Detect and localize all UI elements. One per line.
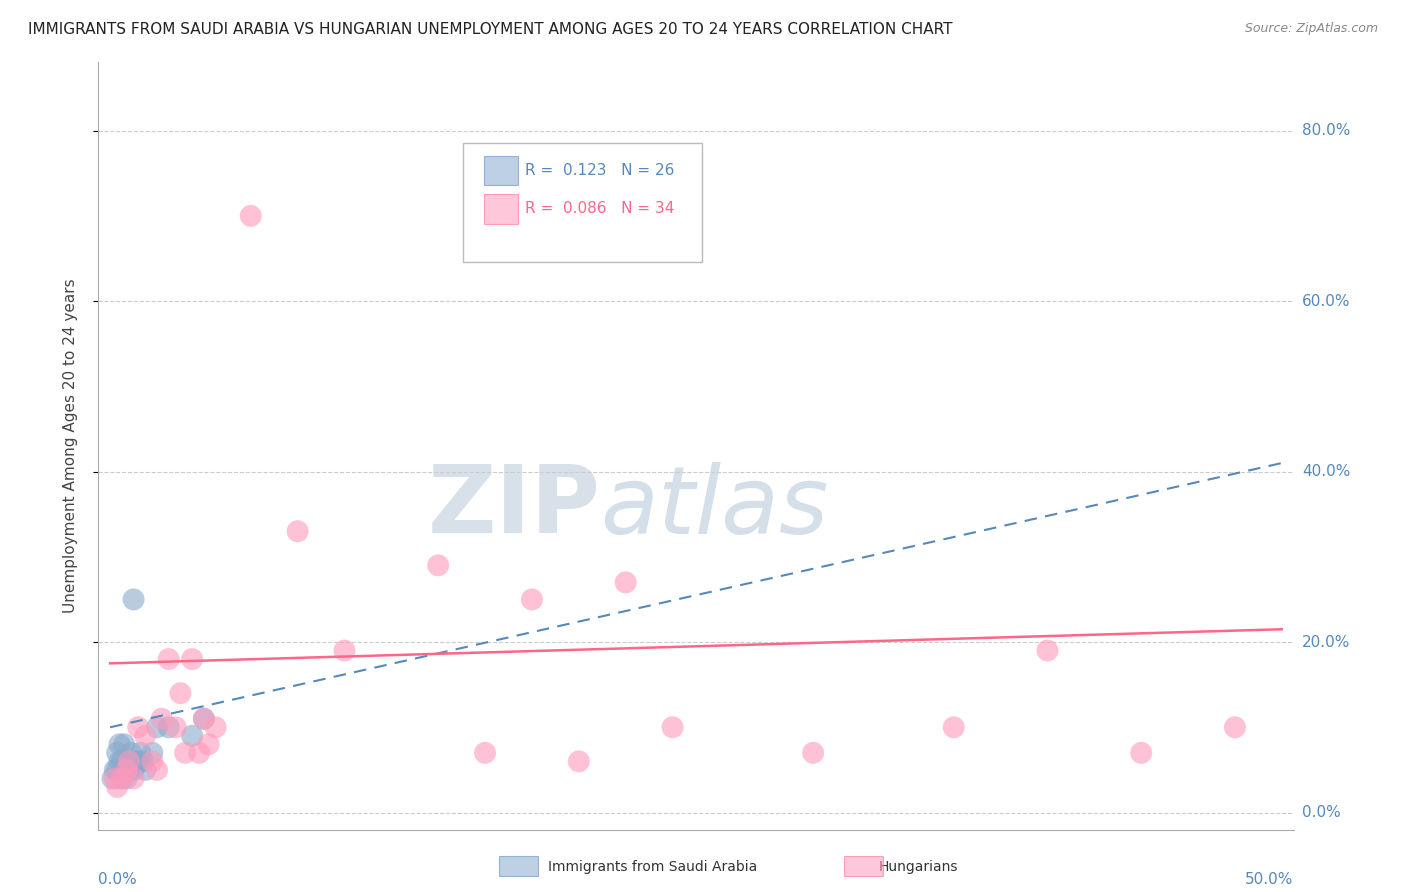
Point xyxy=(111,772,134,786)
Point xyxy=(174,746,197,760)
Point xyxy=(108,755,131,769)
Point xyxy=(287,524,309,539)
Text: 50.0%: 50.0% xyxy=(1246,871,1294,887)
Text: R =  0.123   N = 26: R = 0.123 N = 26 xyxy=(524,163,675,178)
Text: Immigrants from Saudi Arabia: Immigrants from Saudi Arabia xyxy=(548,860,758,874)
Text: 80.0%: 80.0% xyxy=(1302,123,1350,138)
Point xyxy=(122,763,145,777)
Point xyxy=(568,755,591,769)
Point xyxy=(181,729,204,743)
Point xyxy=(1130,746,1153,760)
Point xyxy=(333,643,356,657)
Point xyxy=(141,755,163,769)
Point xyxy=(105,763,128,777)
Point xyxy=(520,592,543,607)
Point xyxy=(165,720,187,734)
Point xyxy=(115,755,138,769)
Point xyxy=(427,558,450,573)
Point xyxy=(129,746,152,760)
Y-axis label: Unemployment Among Ages 20 to 24 years: Unemployment Among Ages 20 to 24 years xyxy=(63,278,77,614)
Point xyxy=(104,772,127,786)
Point xyxy=(104,763,127,777)
Text: Source: ZipAtlas.com: Source: ZipAtlas.com xyxy=(1244,22,1378,36)
FancyBboxPatch shape xyxy=(463,143,702,262)
Text: 60.0%: 60.0% xyxy=(1302,293,1350,309)
Point xyxy=(1036,643,1059,657)
Point xyxy=(181,652,204,666)
Text: IMMIGRANTS FROM SAUDI ARABIA VS HUNGARIAN UNEMPLOYMENT AMONG AGES 20 TO 24 YEARS: IMMIGRANTS FROM SAUDI ARABIA VS HUNGARIA… xyxy=(28,22,953,37)
Point xyxy=(801,746,824,760)
Point xyxy=(112,737,135,751)
Text: 20.0%: 20.0% xyxy=(1302,634,1350,649)
Point xyxy=(474,746,496,760)
Text: 0.0%: 0.0% xyxy=(1302,805,1340,820)
Point xyxy=(239,209,262,223)
Point xyxy=(1223,720,1246,734)
Text: ZIP: ZIP xyxy=(427,461,600,553)
Text: R =  0.086   N = 34: R = 0.086 N = 34 xyxy=(524,202,675,217)
Point xyxy=(125,755,148,769)
Point xyxy=(141,746,163,760)
Point xyxy=(193,712,215,726)
Point xyxy=(118,763,141,777)
Point xyxy=(204,720,226,734)
Point xyxy=(111,755,134,769)
Point xyxy=(115,772,138,786)
Point xyxy=(127,720,149,734)
FancyBboxPatch shape xyxy=(485,156,517,186)
Text: Hungarians: Hungarians xyxy=(879,860,959,874)
Point xyxy=(150,712,173,726)
Text: 0.0%: 0.0% xyxy=(98,871,138,887)
Point xyxy=(146,763,169,777)
Point xyxy=(101,772,124,786)
Point xyxy=(120,746,142,760)
Point xyxy=(661,720,683,734)
Point xyxy=(942,720,965,734)
Point xyxy=(146,720,169,734)
Point xyxy=(134,729,156,743)
Point xyxy=(614,575,637,590)
FancyBboxPatch shape xyxy=(485,194,517,224)
Point xyxy=(169,686,191,700)
Point xyxy=(134,763,156,777)
Point xyxy=(105,780,128,794)
Point xyxy=(132,755,155,769)
Point xyxy=(112,763,135,777)
Point xyxy=(105,746,128,760)
Point xyxy=(118,755,141,769)
Point xyxy=(108,737,131,751)
Point xyxy=(197,737,219,751)
Point xyxy=(127,755,149,769)
Text: atlas: atlas xyxy=(600,462,828,553)
Point xyxy=(188,746,211,760)
Point xyxy=(157,720,180,734)
Point xyxy=(122,772,145,786)
Point xyxy=(115,763,138,777)
Point xyxy=(111,772,134,786)
Point xyxy=(157,652,180,666)
Point xyxy=(122,592,145,607)
Point xyxy=(193,712,215,726)
Text: 40.0%: 40.0% xyxy=(1302,464,1350,479)
